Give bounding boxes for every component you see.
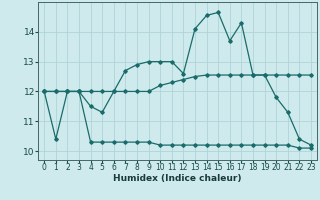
X-axis label: Humidex (Indice chaleur): Humidex (Indice chaleur) [113,174,242,183]
